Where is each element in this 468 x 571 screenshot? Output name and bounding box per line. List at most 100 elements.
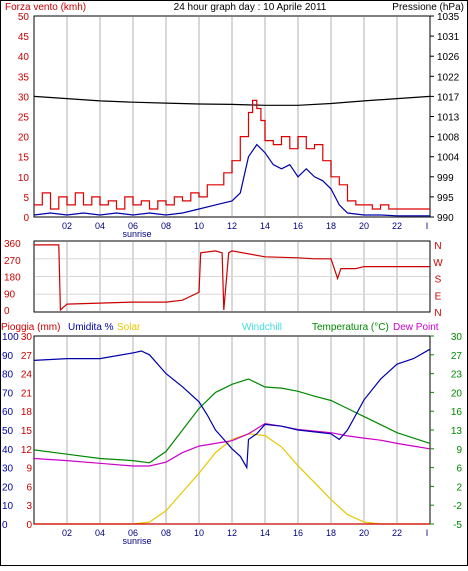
temperature-tick-label: -5 [453,520,462,531]
temperature-tick-label: 20 [451,388,463,399]
dewpoint-legend: Dew Point [393,322,439,333]
solar-line [34,433,430,525]
pressure-tick-label: 1008 [437,133,460,144]
graph-title: 24 hour graph day : 10 Aprile 2011 [174,2,327,13]
rain-tick-label: 18 [21,407,33,418]
humidity-tick-label: 100 [2,332,19,343]
rain-tick-label: 21 [21,388,33,399]
wind-tick-label: 35 [18,72,30,83]
rain-tick-label: 27 [21,351,33,362]
rain-tick-label: 3 [26,501,32,512]
compass-letter: N [434,308,441,319]
wind-tick-label: 0 [23,213,29,224]
pressure-tick-label: 1035 [437,12,460,23]
hour-label: 16 [293,221,303,231]
hour-label: 02 [62,528,72,538]
humidity-tick-label: 40 [2,445,14,456]
pressure-tick-label: 995 [437,193,454,204]
humidity-tick-label: 0 [2,520,8,531]
temperature-legend: Temperatura (°C) [312,322,389,333]
humidity-tick-label: 70 [2,388,14,399]
direction-tick-label: 0 [4,306,10,317]
direction-tick-label: 270 [4,256,21,267]
wind-tick-label: 45 [18,32,30,43]
direction-tick-label: 180 [4,273,21,284]
wind-axes: 5045403530252015105010351031102610221017… [18,12,460,239]
humidity-tick-label: 30 [2,464,14,475]
compass-letter: N [434,241,441,252]
temperature-tick-label: 30 [451,332,463,343]
rain-tick-label: 30 [21,332,33,343]
sunrise-label: sunrise [122,536,151,546]
direction-grid [35,242,429,311]
humidity-tick-label: 20 [2,482,14,493]
hour-label: 12 [227,221,237,231]
temperature-line [33,378,431,464]
hour-label: 12 [227,528,237,538]
rain-legend: Pioggia (mm) [1,322,60,333]
temperature-tick-label: 27 [451,351,463,362]
hour-label: I [426,221,429,231]
direction-series [34,244,430,312]
pressure-axis-label: Pressione (hPa) [392,2,464,13]
temperature-tick-label: -2 [453,501,462,512]
humidity-legend: Umidita % [68,322,114,333]
wind-tick-label: 20 [18,133,30,144]
temperature-series [33,348,431,525]
pressure-line [33,95,431,106]
wind-tick-label: 50 [18,12,30,23]
dewpoint-line [33,422,431,467]
rain-tick-label: 6 [26,482,32,493]
pressure-tick-label: 999 [437,173,454,184]
pressure-tick-label: 990 [437,213,454,224]
hour-label: 06 [128,528,138,538]
compass-letter: S [435,275,442,286]
humidity-tick-label: 10 [2,501,14,512]
hour-label: 14 [260,221,270,231]
hour-label: 04 [95,221,105,231]
humidity-tick-label: 60 [2,407,14,418]
temperature-tick-label: 9 [456,445,462,456]
wind-tick-label: 5 [23,193,29,204]
hour-label: 20 [359,528,369,538]
humidity-tick-label: 50 [2,426,14,437]
humidity-tick-label: 90 [2,351,14,362]
wind-tick-label: 25 [18,113,30,124]
rain-tick-label: 12 [21,445,33,456]
compass-letter: E [435,291,442,302]
sunrise-label: sunrise [122,229,151,239]
hour-label: 06 [128,221,138,231]
wind-axis-label: Forza vento (kmh) [5,2,86,13]
wind-speed-line [34,99,430,210]
pressure-tick-label: 1031 [437,32,460,43]
pressure-tick-label: 1026 [437,52,460,63]
rain-tick-label: 0 [26,520,32,531]
hour-label: 02 [62,221,72,231]
wind-tick-label: 30 [18,92,30,103]
hour-label: 18 [326,221,336,231]
rain-tick-label: 24 [21,370,33,381]
rain-tick-label: 15 [21,426,33,437]
wind-grid [66,17,398,216]
solar-legend: Solar [117,322,141,333]
temperature-grid [66,337,398,523]
wind-direction-line [34,244,430,312]
wind-average-line [33,143,430,217]
hour-label: 08 [161,221,171,231]
pressure-tick-label: 1017 [437,92,460,103]
hour-label: I [426,528,429,538]
pressure-tick-label: 1022 [437,72,460,83]
windchill-legend: Windchill [242,322,282,333]
hour-label: 22 [392,528,402,538]
wind-series [33,95,431,217]
temperature-tick-label: 16 [451,407,463,418]
temperature-tick-label: 23 [451,370,463,381]
hour-label: 20 [359,221,369,231]
temperature-axes: 1009080706050403020100302724211815129630… [2,332,462,546]
hour-label: 18 [326,528,336,538]
hour-label: 10 [194,221,204,231]
hour-label: 16 [293,528,303,538]
